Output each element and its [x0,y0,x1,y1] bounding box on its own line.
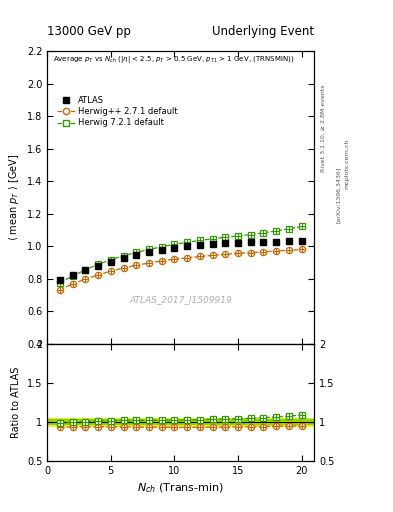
Text: ATLAS_2017_I1509919: ATLAS_2017_I1509919 [129,295,232,305]
X-axis label: $N_{ch}$ (Trans-min): $N_{ch}$ (Trans-min) [137,481,224,495]
Text: Underlying Event: Underlying Event [212,26,314,38]
Y-axis label: $\langle$ mean $p_T$ $\rangle$ [GeV]: $\langle$ mean $p_T$ $\rangle$ [GeV] [7,154,21,241]
Y-axis label: Ratio to ATLAS: Ratio to ATLAS [11,367,21,438]
Text: Average $p_T$ vs $N_{ch}$ ($|\eta|$ < 2.5, $p_T$ > 0.5 GeV, $p_{T1}$ > 1 GeV, (T: Average $p_T$ vs $N_{ch}$ ($|\eta|$ < 2.… [53,54,294,65]
Legend: ATLAS, Herwig++ 2.7.1 default, Herwig 7.2.1 default: ATLAS, Herwig++ 2.7.1 default, Herwig 7.… [57,96,178,127]
Text: [arXiv:1306.3436]: [arXiv:1306.3436] [336,166,341,223]
Text: mcplots.cern.ch: mcplots.cern.ch [344,139,349,189]
Text: 13000 GeV pp: 13000 GeV pp [47,26,131,38]
Bar [47,419,314,424]
Bar [47,418,314,425]
Text: Rivet 3.1.10, ≥ 2.8M events: Rivet 3.1.10, ≥ 2.8M events [320,84,325,172]
